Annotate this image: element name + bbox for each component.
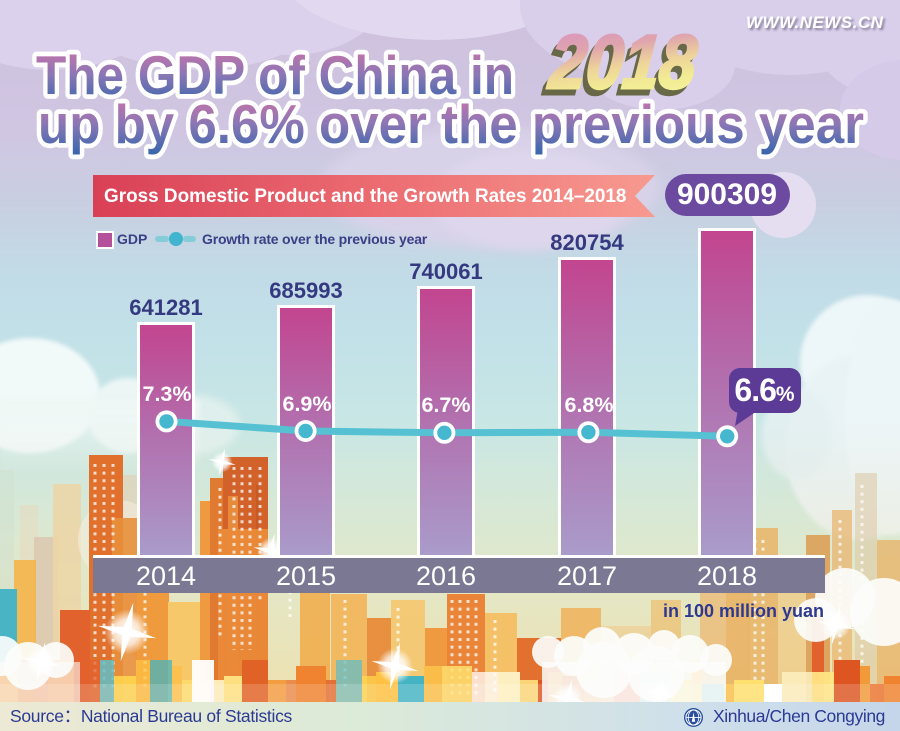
svg-text:up by 6.6% over the previous y: up by 6.6% over the previous year [38, 93, 864, 155]
svg-text:The GDP of China in: The GDP of China in [36, 44, 514, 106]
svg-text:2018: 2018 [540, 26, 696, 111]
svg-text:2018: 2018 [545, 20, 701, 105]
